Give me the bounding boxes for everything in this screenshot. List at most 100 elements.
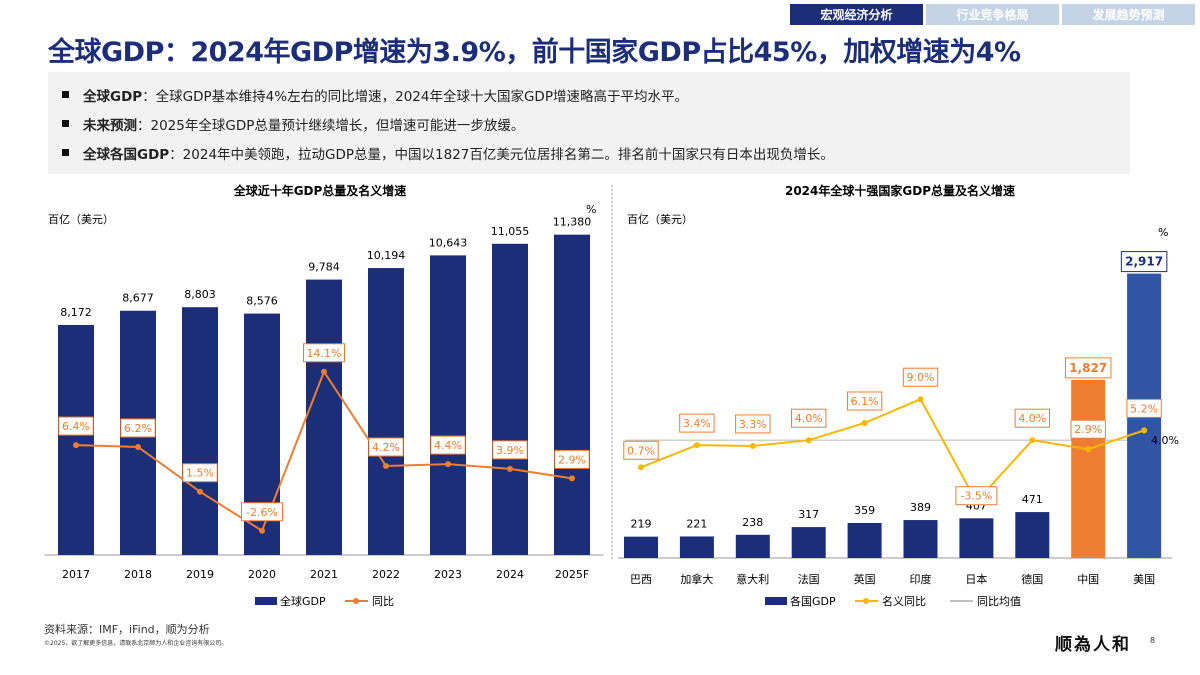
- line-label-box: [902, 367, 939, 387]
- line-label: 3.3%: [739, 418, 767, 431]
- section-tabs: 宏观经济分析 行业竞争格局 发展趋势预测: [790, 4, 1195, 25]
- line-label: 5.2%: [1130, 402, 1158, 415]
- line-label-box: [58, 416, 94, 436]
- legend-line-marker: [863, 598, 869, 604]
- line-label-box: [241, 502, 283, 522]
- line-label: 9.0%: [907, 371, 935, 384]
- line-label-box: [955, 486, 998, 506]
- bar-gdp: [430, 255, 466, 556]
- x-tick-label: 2017: [62, 568, 90, 581]
- summary-box: 全球GDP ：全球GDP基本维持4%左右的同比增速，2024年全球十大国家GDP增…: [48, 72, 1130, 174]
- line-point: [1029, 437, 1036, 444]
- bullet-head: 全球GDP: [83, 88, 143, 105]
- chart-title: 2024年全球十强国家GDP总量及名义增速: [785, 183, 1015, 198]
- brand-logo: 顺為人和: [1055, 635, 1131, 655]
- legend-label: 各国GDP: [790, 594, 836, 608]
- line-label-box: [1070, 419, 1106, 439]
- bar-label: 389: [910, 501, 931, 514]
- x-tick-label: 加拿大: [680, 572, 713, 586]
- bar-gdp: [306, 279, 342, 555]
- legend-bar-swatch: [255, 597, 277, 605]
- line-label: 2.9%: [558, 453, 586, 466]
- bar-country-gdp: [735, 534, 770, 558]
- x-tick-label: 2018: [124, 568, 152, 581]
- bar-label: 10,194: [367, 249, 406, 262]
- line-label: -3.5%: [960, 490, 992, 503]
- legend-label: 同比: [372, 595, 394, 608]
- page-number: 8: [1150, 636, 1156, 645]
- legend-label: 全球GDP: [280, 594, 326, 608]
- x-tick-label: 英国: [854, 572, 876, 586]
- line-label: 6.1%: [851, 395, 879, 408]
- tab-industry[interactable]: 行业竞争格局: [926, 4, 1059, 25]
- line-label-box: [846, 391, 883, 411]
- line-label-box: [679, 413, 715, 433]
- line-point: [259, 527, 265, 534]
- x-tick-label: 2025F: [555, 568, 589, 581]
- bar-label: 359: [854, 504, 875, 517]
- line-label: 4.2%: [372, 441, 400, 454]
- bar-gdp: [554, 234, 590, 555]
- line-label-box: [303, 343, 345, 363]
- tab-macro[interactable]: 宏观经济分析: [790, 4, 923, 25]
- tab-trend[interactable]: 发展趋势预测: [1062, 4, 1195, 25]
- bullet-icon: [62, 120, 69, 127]
- line-point: [749, 442, 756, 449]
- bullet-text: ：全球GDP基本维持4%左右的同比增速，2024年全球十大国家GDP增速略高于平…: [142, 88, 688, 105]
- line-point: [321, 368, 327, 375]
- line-label-box: [1126, 398, 1162, 418]
- bar-country-gdp: [624, 536, 658, 558]
- bar-gdp: [492, 243, 528, 555]
- line-label: 2.9%: [1074, 423, 1102, 436]
- x-tick-label: 2023: [434, 568, 462, 581]
- line-point: [383, 463, 389, 470]
- x-tick-label: 2021: [310, 568, 338, 581]
- line-point: [1085, 446, 1092, 453]
- bullet-item: 未来预测 ：2025年全球GDP总量预计继续增长，但增速可能进一步放缓。: [62, 109, 1116, 138]
- bar-country-gdp: [959, 518, 994, 558]
- x-tick-label: 德国: [1021, 572, 1043, 586]
- bar-label: 471: [1022, 493, 1043, 506]
- bullet-text: ：2025年全球GDP总量预计继续增长，但增速可能进一步放缓。: [137, 117, 525, 134]
- line-label-box: [735, 414, 771, 434]
- line-point: [805, 437, 812, 444]
- x-tick-label: 2019: [186, 568, 214, 581]
- bar-label-box: [1120, 251, 1168, 273]
- line-label: 0.7%: [627, 444, 655, 457]
- bar-label: 9,784: [308, 261, 340, 274]
- bullet-icon: [62, 149, 69, 156]
- y-axis-label: 百亿（美元）: [627, 213, 693, 226]
- line-label: 3.4%: [683, 417, 711, 430]
- bar-label: 238: [742, 516, 763, 529]
- line-point: [73, 442, 79, 449]
- bar-label: 11,380: [553, 216, 592, 229]
- line-label: 1.5%: [186, 467, 214, 480]
- bar-label: 317: [798, 508, 819, 521]
- line-label-box: [368, 437, 404, 457]
- line-label-box: [791, 408, 827, 428]
- bar-label: 8,803: [184, 288, 216, 301]
- x-tick-label: 2020: [248, 568, 276, 581]
- line-point: [861, 419, 868, 426]
- line-label: 3.9%: [496, 444, 524, 457]
- bullet-text: ：2024年中美领跑，拉动GDP总量，中国以1827百亿美元位居排名第二。排名前…: [169, 146, 834, 163]
- bar-label-box: [1064, 357, 1112, 379]
- line-point: [638, 464, 644, 471]
- x-tick-label: 巴西: [630, 573, 652, 586]
- line-label-box: [623, 440, 659, 460]
- line-label: 6.4%: [62, 420, 90, 433]
- legend-label: 同比均值: [977, 595, 1021, 608]
- bullet-head: 全球各国GDP: [83, 146, 170, 163]
- y2-axis-label: %: [1158, 226, 1168, 239]
- line-label-box: [492, 440, 528, 460]
- bar-gdp: [58, 324, 94, 555]
- line-label: 6.2%: [124, 422, 152, 435]
- line-nominal-yoy: [640, 397, 1145, 504]
- line-label-box: [1014, 408, 1050, 428]
- bar-label: 2,917: [1125, 255, 1163, 269]
- line-point: [445, 461, 451, 468]
- line-point: [1141, 427, 1148, 434]
- bullet-item: 全球GDP ：全球GDP基本维持4%左右的同比增速，2024年全球十大国家GDP增…: [62, 80, 1116, 109]
- legend-label: 名义同比: [882, 594, 926, 608]
